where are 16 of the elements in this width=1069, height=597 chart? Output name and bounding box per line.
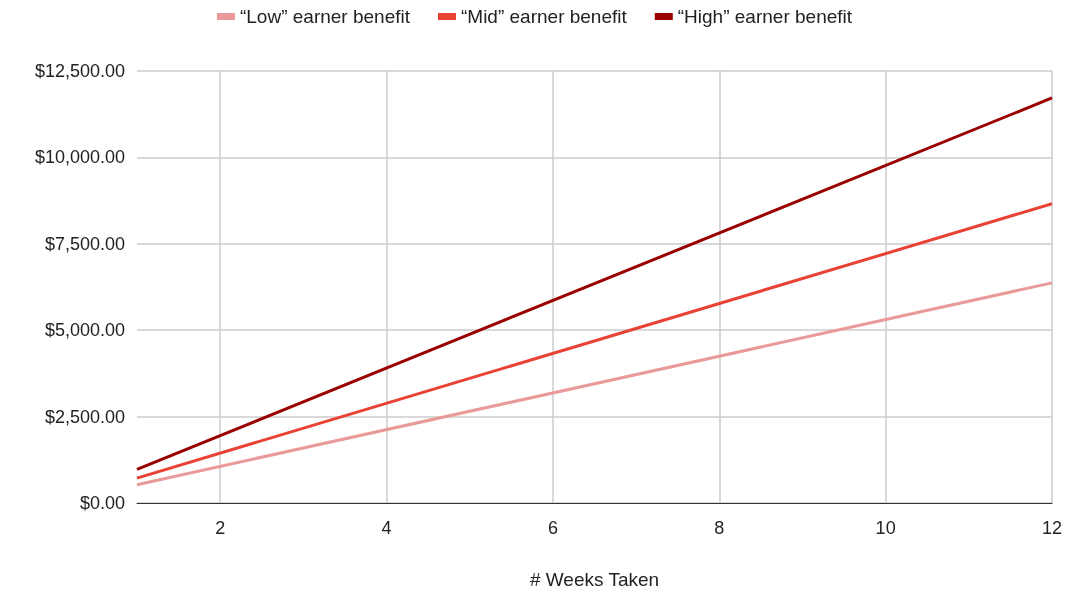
y-tick-label: $5,000.00	[44, 320, 125, 341]
x-axis-title: # Weeks Taken	[529, 569, 660, 590]
y-tick-label: $12,500.00	[34, 61, 125, 81]
legend-label: “Low” earner benefit	[239, 6, 411, 27]
y-tick-label: $2,500.00	[44, 406, 125, 427]
y-tick-label: $0.00	[79, 493, 125, 513]
y-tick-label: $10,000.00	[34, 147, 125, 168]
x-tick-label: 2	[215, 518, 226, 538]
y-tick-label: $7,500.00	[44, 233, 125, 254]
x-tick-label: 10	[875, 518, 896, 538]
x-tick-label: 8	[714, 518, 725, 538]
legend-label: “High” earner benefit	[677, 6, 853, 27]
x-tick-label: 12	[1041, 518, 1063, 538]
x-tick-label: 6	[547, 518, 558, 538]
x-tick-label: 4	[381, 518, 392, 538]
legend-label: “Mid” earner benefit	[460, 6, 628, 27]
